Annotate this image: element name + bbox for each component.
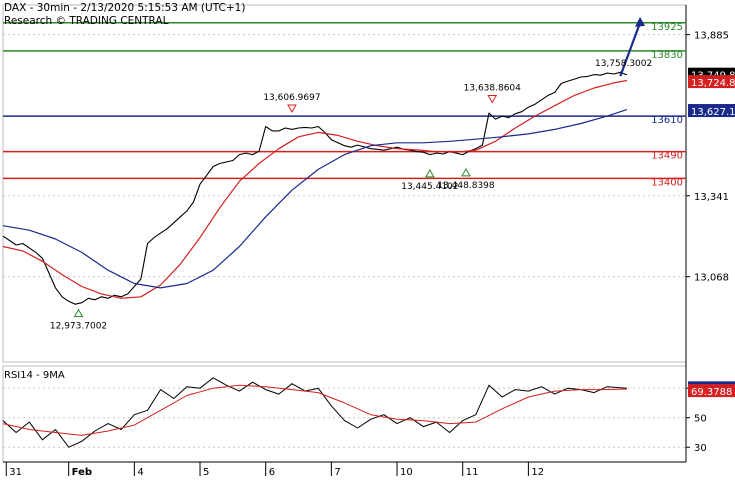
main-plot-frame	[2, 4, 687, 363]
marker-down-4	[487, 95, 498, 104]
chart-header-line1: DAX - 30min - 2/13/2020 5:15:53 AM (UTC+…	[4, 2, 245, 14]
annotation-label-2: 13,445.4102	[401, 182, 458, 192]
x-tick-label-4: 6	[269, 467, 275, 478]
y-tick-label-0: 13,885	[694, 31, 729, 42]
rsi-last-label-1: 69.3788	[691, 387, 732, 398]
last-price-box-1	[688, 75, 735, 89]
x-tick-label-7: 11	[466, 467, 479, 478]
level-label-13830: 13830	[651, 50, 683, 61]
series-ma_slow	[2, 109, 628, 289]
x-tick-label-1: Feb	[72, 467, 92, 478]
last-price-box-2	[688, 104, 735, 118]
chart-header-line2: Research © TRADING CENTRAL	[4, 15, 169, 27]
annotation-label-4: 13,638.8604	[464, 84, 522, 94]
marker-up-1	[73, 308, 84, 318]
projection-arrow-shaft	[619, 22, 642, 77]
rsi-tick-label-1: 50	[694, 414, 707, 425]
series-price	[2, 71, 628, 305]
last-price-label-1: 13,724.8	[691, 78, 735, 89]
marker-up-2	[425, 168, 435, 178]
x-tick-label-2: 4	[137, 467, 143, 478]
level-label-13610: 13610	[651, 115, 683, 126]
last-price-label-2: 13,627.1	[691, 107, 735, 118]
annotation-label-5: 13,758.3002	[595, 59, 652, 69]
y-tick-label-2: 13,068	[694, 273, 729, 284]
series-rsi	[2, 377, 627, 448]
rsi-title: RSI14 - 9MA	[4, 370, 65, 381]
x-tick-label-8: 12	[531, 467, 544, 478]
level-label-13400: 13400	[651, 177, 683, 188]
y-tick-label-1: 13,341	[694, 192, 729, 203]
annotation-label-1: 12,973.7002	[50, 322, 107, 332]
x-tick-label-3: 5	[203, 467, 209, 478]
annotation-label-3: 13,448.8398	[437, 181, 495, 191]
level-label-13925: 13925	[651, 22, 683, 33]
rsi-tick-label-2: 30	[694, 443, 707, 454]
series-ma_fast	[2, 79, 628, 299]
marker-up-3	[461, 167, 471, 177]
annotation-label-0: 13,606.9697	[263, 93, 320, 103]
rsi-last-box-1	[688, 384, 735, 398]
x-tick-label-5: 7	[334, 467, 340, 478]
marker-down-0	[287, 104, 297, 114]
series-rsi_ma	[2, 384, 627, 436]
x-tick-label-0: 31	[9, 467, 22, 478]
projection-arrow-head	[635, 16, 646, 27]
level-label-13490: 13490	[651, 151, 683, 162]
x-tick-label-6: 10	[400, 467, 413, 478]
